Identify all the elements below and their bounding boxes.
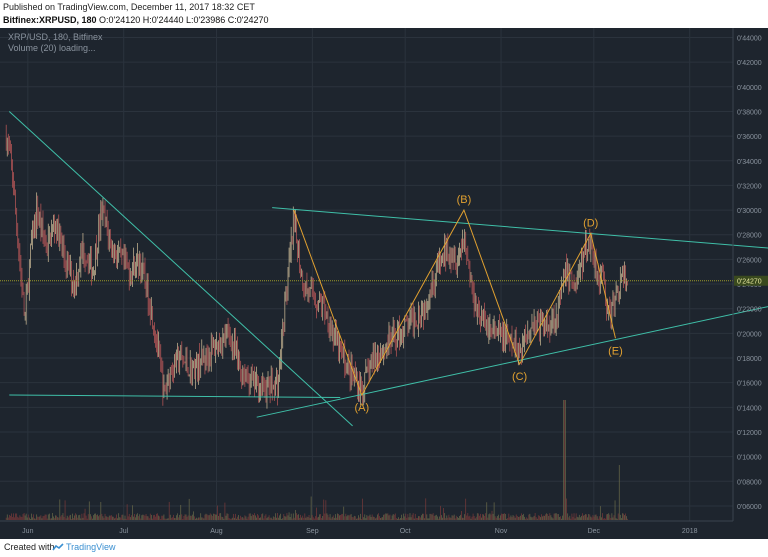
y-tick-label: 0'10000 <box>737 455 762 462</box>
y-tick-label: 0'14000 <box>737 405 762 412</box>
x-tick-label: Sep <box>306 528 319 535</box>
legend-title: XRP/USD, 180, Bitfinex <box>8 32 103 42</box>
x-tick-label: Nov <box>495 528 508 535</box>
wave-pattern: (A) (B) (C) (D) (E) <box>293 194 623 414</box>
trendlines <box>8 111 768 427</box>
wave-label: (A) <box>355 402 370 414</box>
x-tick-label: Jul <box>119 528 128 535</box>
y-tick-label: 0'16000 <box>737 381 762 388</box>
wave-label: (D) <box>583 218 598 230</box>
symbol-label: Bitfinex:XRPUSD, 180 <box>3 15 97 25</box>
y-tick-label: 0'40000 <box>737 85 762 92</box>
symbol-ohlc-line: Bitfinex:XRPUSD, 180 O:0'24120 H:0'24440… <box>3 15 269 25</box>
y-tick-label: 0'06000 <box>737 504 762 511</box>
y-tick-label: 0'22000 <box>737 307 762 314</box>
x-tick-label: Oct <box>400 528 411 535</box>
chart-panel[interactable]: (A) (B) (C) (D) (E) 0'06000 0'08000 0'10000 0'1… <box>0 28 768 539</box>
published-caption: Published on TradingView.com, December 1… <box>3 2 255 12</box>
y-tick-label: 0'18000 <box>737 356 762 363</box>
y-tick-label: 0'36000 <box>737 134 762 141</box>
y-tick-label: 0'32000 <box>737 183 762 190</box>
x-tick-label: Dec <box>588 528 601 535</box>
current-price-label: 0'24270 <box>737 279 762 286</box>
x-axis: Jun Jul Aug Sep Oct Nov Dec 2018 <box>0 520 733 535</box>
y-tick-label: 0'12000 <box>737 430 762 437</box>
x-tick-label: Jun <box>22 528 33 535</box>
wave-label: (E) <box>608 345 623 357</box>
tradingview-logo-icon <box>52 543 64 551</box>
y-tick-label: 0'34000 <box>737 159 762 166</box>
ohlc-values: O:0'24120 H:0'24440 L:0'23986 C:0'24270 <box>99 15 269 25</box>
y-tick-label: 0'44000 <box>737 35 762 42</box>
wave-line <box>293 208 616 397</box>
current-price-tag <box>734 275 768 286</box>
tradingview-brand[interactable]: TradingView <box>66 542 116 552</box>
candles <box>5 124 629 409</box>
wave-label: (C) <box>512 371 527 383</box>
trendline-downtrend <box>8 111 353 427</box>
wave-label: (B) <box>457 194 472 206</box>
header: Published on TradingView.com, December 1… <box>0 0 768 28</box>
x-tick-label: Aug <box>210 528 223 535</box>
trendline-triangle-top <box>272 207 768 249</box>
grid-lines <box>0 28 733 521</box>
y-tick-label: 0'26000 <box>737 257 762 264</box>
legend-volume: Volume (20) loading... <box>8 43 96 53</box>
footer: Created with TradingView <box>0 539 768 557</box>
volume-bars <box>5 400 629 520</box>
y-tick-label: 0'20000 <box>737 331 762 338</box>
trendline-support <box>9 394 341 398</box>
y-tick-label: 0'08000 <box>737 479 762 486</box>
price-chart[interactable]: (A) (B) (C) (D) (E) 0'06000 0'08000 0'10000 0'1… <box>0 28 768 539</box>
y-tick-label: 0'30000 <box>737 208 762 215</box>
trendline-triangle-bottom <box>256 306 768 418</box>
y-axis: 0'06000 0'08000 0'10000 0'12000 0'14000 0'160… <box>732 28 768 521</box>
y-tick-label: 0'42000 <box>737 60 762 67</box>
x-tick-label: 2018 <box>682 528 698 535</box>
created-with-label: Created with <box>4 542 55 552</box>
y-tick-label: 0'28000 <box>737 233 762 240</box>
y-tick-label: 0'38000 <box>737 109 762 116</box>
